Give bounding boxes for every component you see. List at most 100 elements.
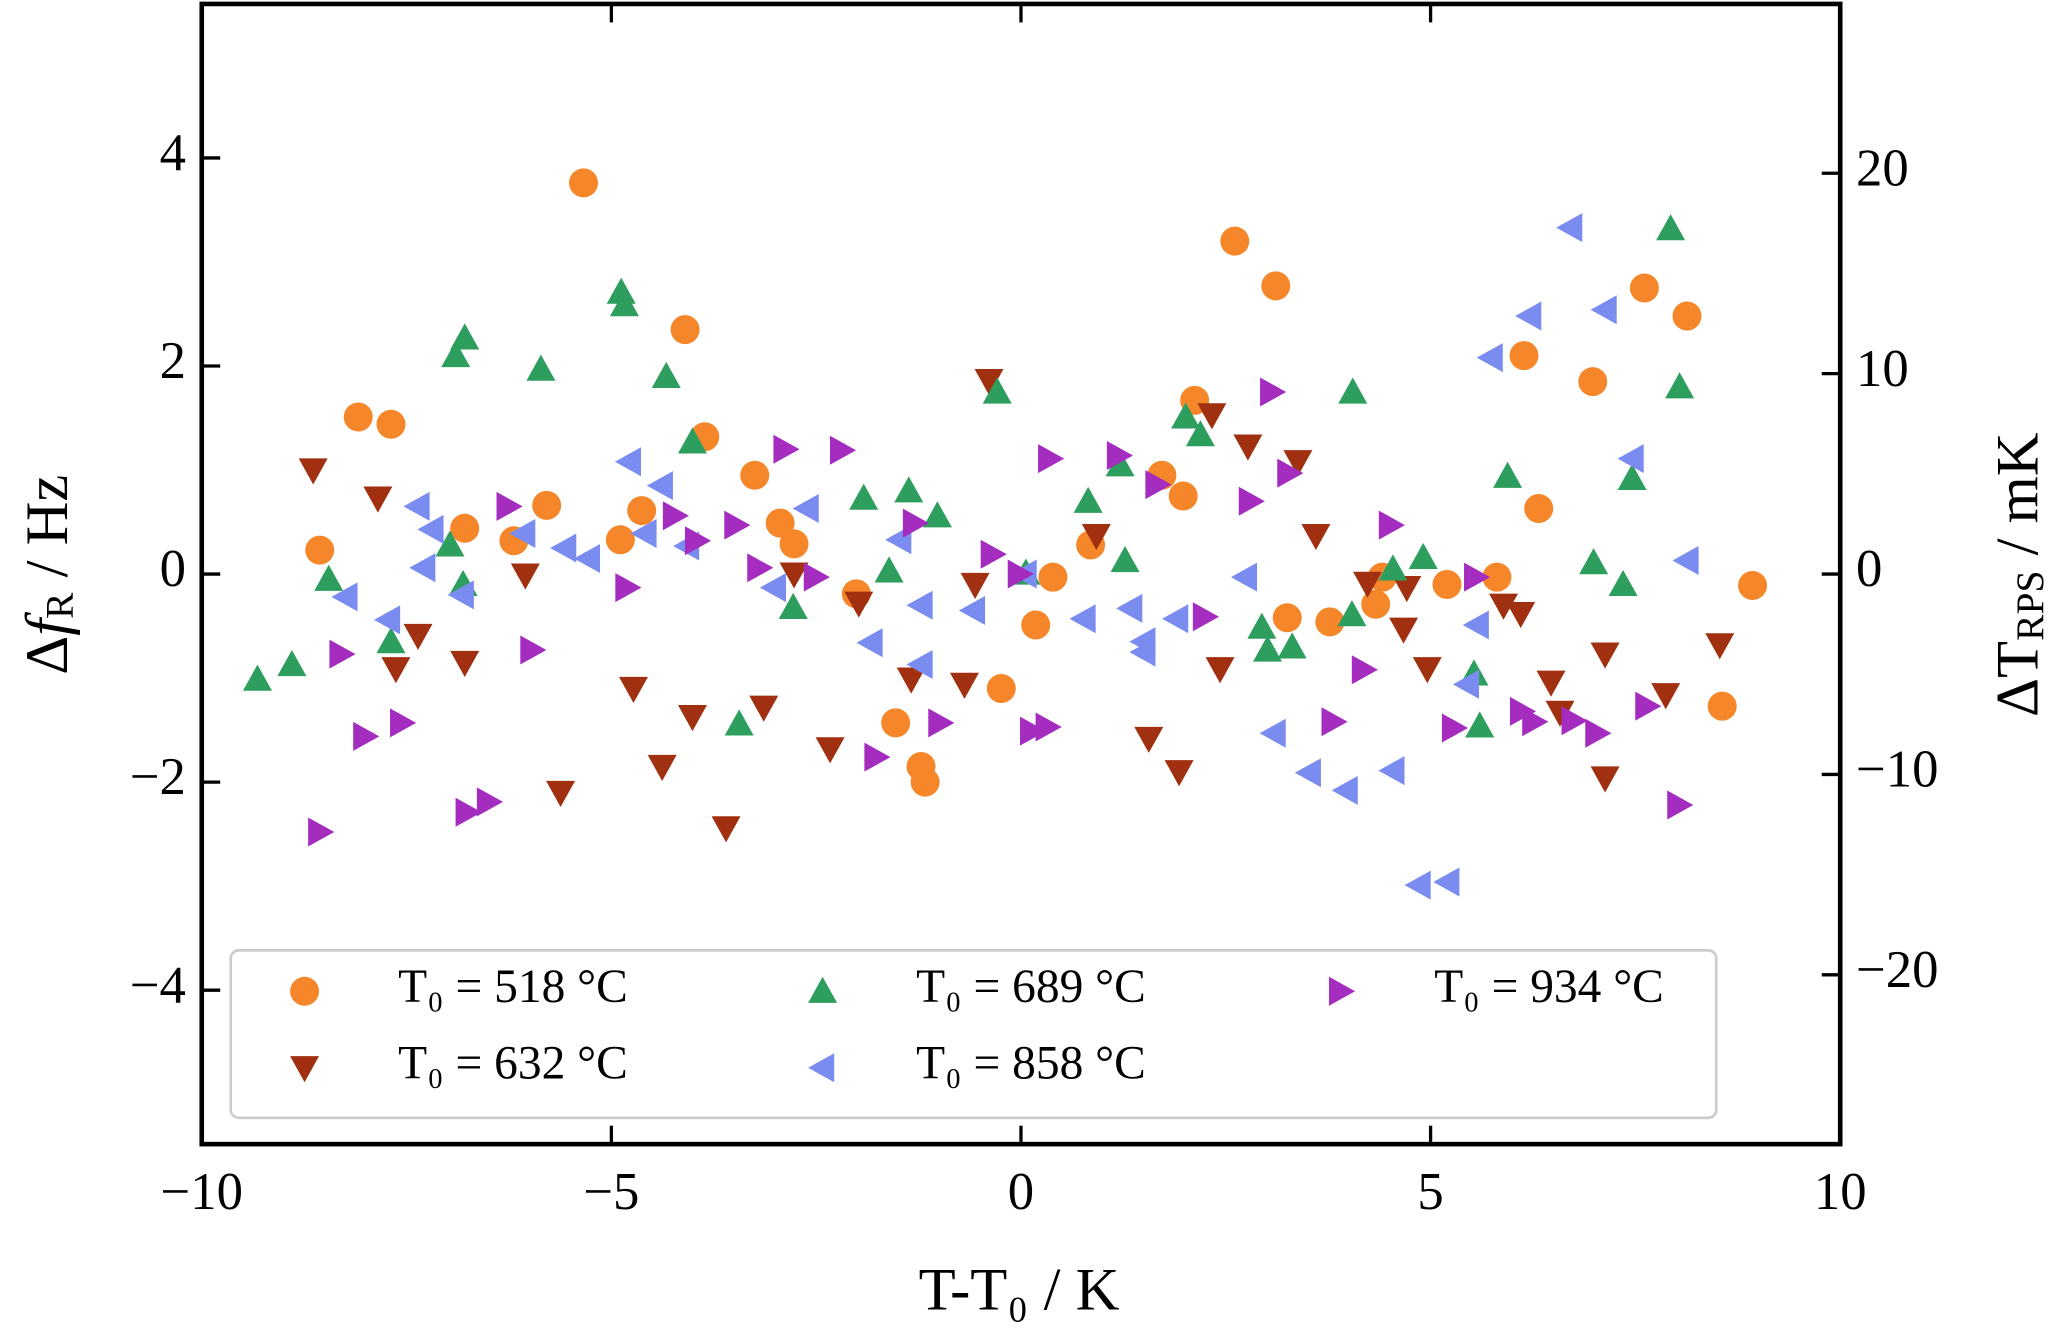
data-point — [1038, 444, 1065, 474]
data-point — [1412, 657, 1442, 684]
legend-label: T₀ = 518 °C — [398, 961, 628, 1013]
data-point — [677, 704, 707, 732]
data-point — [1515, 301, 1542, 331]
data-point — [1672, 301, 1702, 331]
data-point — [1408, 542, 1438, 570]
y2-tick-label: 10 — [1856, 340, 1909, 398]
data-point — [1433, 867, 1460, 897]
data-point — [747, 553, 774, 583]
data-point — [874, 556, 904, 583]
data-point — [450, 513, 480, 543]
data-point — [670, 315, 700, 345]
data-point — [363, 486, 393, 513]
data-point — [1705, 633, 1735, 660]
data-point — [881, 708, 911, 738]
data-point — [803, 562, 830, 592]
data-point — [615, 573, 642, 603]
data-point — [1672, 546, 1699, 576]
y2-tick-label: −10 — [1856, 741, 1938, 799]
data-point — [1171, 402, 1201, 429]
data-point — [1509, 341, 1539, 371]
data-point — [546, 780, 576, 808]
data-point — [1353, 571, 1383, 598]
data-point — [1321, 707, 1348, 737]
data-point — [960, 572, 990, 599]
data-point — [331, 582, 358, 612]
data-point — [510, 563, 540, 590]
data-point — [949, 672, 979, 699]
data-point — [1220, 226, 1250, 256]
data-point — [1452, 669, 1480, 699]
data-point — [724, 709, 754, 736]
data-point — [1205, 657, 1235, 684]
data-point — [381, 657, 411, 684]
data-point — [627, 496, 657, 526]
data-point — [1432, 569, 1462, 599]
data-point — [1506, 601, 1536, 629]
legend-label: T₀ = 689 °C — [916, 961, 1146, 1013]
data-point — [1073, 486, 1103, 513]
data-point — [1261, 271, 1291, 301]
data-point — [606, 277, 636, 304]
data-point — [1247, 612, 1277, 639]
data-point — [792, 494, 819, 524]
data-point — [1020, 716, 1047, 746]
data-point — [1561, 706, 1588, 736]
data-point — [1665, 372, 1695, 399]
data-point — [509, 518, 536, 548]
data-point — [1476, 343, 1503, 373]
data-point — [1294, 758, 1321, 788]
x-tick-label: −5 — [583, 1163, 639, 1221]
data-point — [1007, 559, 1034, 589]
data-point — [1617, 444, 1644, 474]
data-point — [651, 361, 681, 388]
data-point — [906, 650, 933, 680]
data-point — [1361, 589, 1391, 619]
y-tick-label: −4 — [130, 956, 186, 1014]
data-point — [1462, 610, 1489, 640]
data-point — [1277, 458, 1304, 488]
data-point — [906, 590, 933, 620]
data-point — [1482, 562, 1512, 592]
data-point — [441, 341, 471, 368]
data-point — [1590, 766, 1620, 793]
data-point — [986, 673, 1016, 703]
data-point — [864, 742, 891, 772]
data-point — [1038, 562, 1068, 592]
data-point — [447, 580, 474, 610]
data-point — [815, 737, 845, 764]
y-label-part: / Hz — [14, 475, 81, 593]
data-point — [759, 573, 786, 603]
data-point — [1617, 463, 1647, 490]
x-tick-label: 0 — [1008, 1163, 1034, 1221]
data-point — [902, 508, 929, 538]
data-point — [1590, 295, 1617, 325]
legend-label: T₀ = 934 °C — [1434, 961, 1664, 1013]
data-point — [520, 635, 547, 665]
data-point — [1129, 637, 1156, 667]
legend-label: T₀ = 632 °C — [398, 1038, 628, 1090]
data-point — [1081, 523, 1111, 551]
data-point — [450, 650, 480, 677]
legend-marker — [808, 1053, 835, 1083]
data-point — [1378, 756, 1405, 786]
data-point — [922, 501, 952, 528]
data-point — [1488, 593, 1518, 620]
legend-marker — [290, 1056, 320, 1083]
data-point — [1635, 691, 1662, 721]
data-point — [376, 409, 406, 439]
data-point — [550, 533, 577, 563]
data-point — [1301, 523, 1331, 551]
data-point — [1378, 510, 1405, 540]
data-point — [958, 595, 986, 625]
data-point — [928, 708, 955, 738]
data-point — [1585, 718, 1612, 748]
data-point — [390, 708, 417, 738]
y2-tick-label: −20 — [1856, 941, 1938, 999]
data-point — [765, 508, 795, 538]
data-point — [1230, 562, 1258, 592]
data-point — [647, 754, 677, 782]
y-label-part: Δ — [14, 636, 81, 675]
